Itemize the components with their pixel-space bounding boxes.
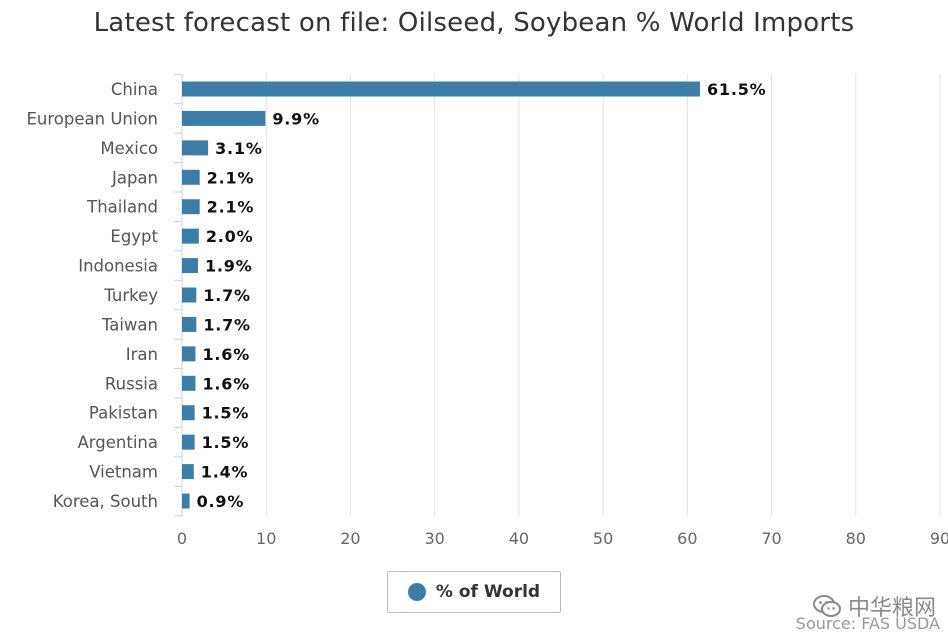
x-tick-label-60: 60 <box>677 529 697 548</box>
bar-5 <box>182 228 199 244</box>
bar-2 <box>182 140 209 156</box>
bar-12 <box>182 434 195 450</box>
x-tick-label-10: 10 <box>256 529 276 548</box>
source-credit: Source: FAS USDA <box>795 614 940 633</box>
category-label-1: European Union <box>26 109 158 128</box>
watermark: 中华粮网 <box>812 590 936 622</box>
gridlines <box>265 74 941 516</box>
category-label-14: Korea, South <box>53 492 158 511</box>
x-tick-label-90: 90 <box>930 529 948 548</box>
bar-7 <box>182 287 197 303</box>
category-label-5: Egypt <box>110 227 158 246</box>
category-label-10: Russia <box>105 374 158 393</box>
data-label-4: 2.1% <box>207 198 255 217</box>
category-label-11: Pakistan <box>89 404 158 423</box>
category-label-12: Argentina <box>78 433 159 452</box>
bar-13 <box>182 464 194 480</box>
category-label-9: Iran <box>126 345 158 364</box>
category-label-3: Japan <box>111 168 158 187</box>
bar-9 <box>182 346 196 362</box>
data-label-13: 1.4% <box>201 463 249 482</box>
category-label-4: Thailand <box>86 198 158 217</box>
category-label-6: Indonesia <box>78 257 158 276</box>
legend-marker <box>407 583 426 601</box>
data-label-0: 61.5% <box>707 80 767 99</box>
wechat-icon <box>812 595 841 617</box>
legend-label: % of World <box>435 582 541 602</box>
bar-0 <box>182 81 700 97</box>
data-label-7: 1.7% <box>203 286 251 305</box>
category-label-7: Turkey <box>103 286 158 305</box>
data-label-9: 1.6% <box>202 345 250 364</box>
bar-1 <box>182 110 266 126</box>
category-label-13: Vietnam <box>89 463 158 482</box>
x-tick-label-70: 70 <box>761 529 781 548</box>
data-label-8: 1.7% <box>203 315 251 334</box>
category-label-0: China <box>111 80 158 99</box>
data-label-2: 3.1% <box>215 139 263 158</box>
category-label-2: Mexico <box>100 139 158 158</box>
x-tick-label-80: 80 <box>846 529 866 548</box>
data-label-6: 1.9% <box>205 257 253 276</box>
bar-10 <box>182 375 196 391</box>
bar-4 <box>182 199 200 215</box>
bar-6 <box>182 258 199 274</box>
legend[interactable]: % of World <box>387 571 561 613</box>
data-label-11: 1.5% <box>202 404 250 423</box>
bar-14 <box>182 493 190 509</box>
x-tick-label-20: 20 <box>340 529 360 548</box>
data-label-3: 2.1% <box>207 168 255 187</box>
data-label-12: 1.5% <box>202 433 250 452</box>
x-tick-label-50: 50 <box>593 529 613 548</box>
x-tick-label-40: 40 <box>509 529 529 548</box>
labels: 0 10 20 30 40 50 60 70 80 90 China 61.5% European Un… <box>26 80 948 548</box>
chart-title: Latest forecast on file: Oilseed, Soybea… <box>93 8 855 38</box>
category-label-8: Taiwan <box>101 315 158 334</box>
x-tick-label-0: 0 <box>177 529 187 548</box>
bar-11 <box>182 405 195 421</box>
data-label-10: 1.6% <box>202 374 250 393</box>
bar-8 <box>182 316 197 332</box>
bars <box>182 81 700 509</box>
axes <box>174 73 183 517</box>
bar-3 <box>182 169 200 185</box>
watermark-text: 中华粮网 <box>847 596 936 621</box>
x-tick-label-30: 30 <box>424 529 444 548</box>
data-label-1: 9.9% <box>272 109 320 128</box>
data-label-14: 0.9% <box>197 492 245 511</box>
data-label-5: 2.0% <box>206 227 254 246</box>
